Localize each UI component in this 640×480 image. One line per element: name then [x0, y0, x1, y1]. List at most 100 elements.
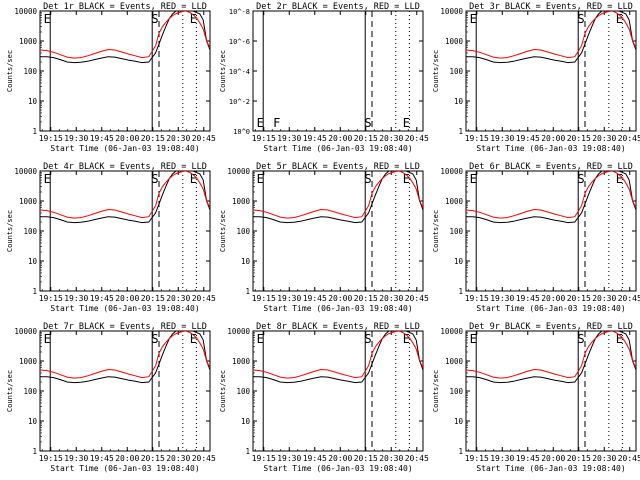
series-events-line [40, 331, 210, 384]
x-tick-label: 19:45 [90, 134, 114, 143]
x-tick-label: 20:00 [541, 454, 565, 463]
plot-frame [39, 10, 211, 132]
plot-frame [39, 330, 211, 452]
y-tick-label: 1 [458, 447, 463, 456]
series-events-line [40, 11, 210, 64]
marker-label: S [577, 332, 584, 346]
plot-frame [252, 170, 424, 292]
x-tick-label: 20:30 [166, 454, 190, 463]
y-tick-label: 10 [241, 417, 251, 426]
x-tick-label: 20:45 [618, 454, 640, 463]
y-tick-label: 10 [28, 417, 38, 426]
marker-label: E [190, 172, 197, 186]
x-tick-label: 20:45 [405, 454, 429, 463]
marker-label: S [364, 116, 371, 130]
y-tick-label: 100 [449, 67, 463, 76]
y-axis-title: Counts/sec [432, 50, 440, 92]
y-axis-title: Counts/sec [6, 370, 14, 412]
marker-label: S [364, 332, 371, 346]
x-tick-label: 19:30 [64, 134, 88, 143]
marker-label: S [364, 172, 371, 186]
y-tick-label: 10^-6 [229, 38, 250, 46]
panel-title: Det_3r BLACK = Events, RED = LLD [469, 2, 633, 12]
x-axis-title: Start Time (06-Jan-03 19:08:40) [263, 464, 412, 473]
x-tick-label: 19:45 [90, 454, 114, 463]
y-tick-label: 1000 [445, 197, 464, 206]
x-tick-label: 20:00 [328, 294, 352, 303]
y-tick-label: 100 [23, 227, 37, 236]
x-axis-title: Start Time (06-Jan-03 19:08:40) [50, 464, 199, 473]
marker-label: E [616, 332, 623, 346]
marker-label: E [616, 172, 623, 186]
x-tick-label: 19:45 [516, 454, 540, 463]
y-tick-label: 10 [28, 257, 38, 266]
x-axis-title: Start Time (06-Jan-03 19:08:40) [263, 144, 412, 153]
panel-title: Det_2r BLACK = Events, RED = LLD [256, 2, 420, 12]
y-tick-label: 1 [245, 447, 250, 456]
marker-label: E [470, 332, 477, 346]
y-tick-label: 10000 [14, 167, 37, 176]
x-axis-title: Start Time (06-Jan-03 19:08:40) [50, 144, 199, 153]
x-tick-label: 20:45 [405, 134, 429, 143]
panel-title: Det_1r BLACK = Events, RED = LLD [43, 2, 207, 12]
y-tick-label: 10000 [440, 7, 463, 16]
x-tick-label: 20:15 [141, 294, 165, 303]
x-tick-label: 20:15 [141, 454, 165, 463]
x-tick-label: 19:30 [64, 454, 88, 463]
x-tick-label: 20:15 [141, 134, 165, 143]
x-tick-label: 19:30 [490, 454, 514, 463]
series-lld-line [40, 11, 210, 59]
y-tick-label: 10000 [440, 167, 463, 176]
series-lld-line [466, 331, 636, 379]
marker-label: S [577, 12, 584, 26]
marker-label-extra: F [273, 116, 280, 130]
y-tick-label: 100 [23, 387, 37, 396]
series-lld-line [466, 171, 636, 219]
x-tick-label: 19:45 [516, 134, 540, 143]
x-tick-label: 19:30 [277, 294, 301, 303]
x-tick-label: 20:30 [379, 454, 403, 463]
x-tick-label: 19:45 [303, 134, 327, 143]
x-tick-label: 19:30 [277, 454, 301, 463]
marker-label: E [190, 12, 197, 26]
y-axis-title: Counts/sec [219, 370, 227, 412]
marker-label: S [151, 332, 158, 346]
y-tick-label: 1 [458, 287, 463, 296]
x-tick-label: 20:00 [115, 294, 139, 303]
marker-label: S [577, 172, 584, 186]
x-tick-label: 19:30 [490, 294, 514, 303]
panel-title: Det_7r BLACK = Events, RED = LLD [43, 322, 207, 332]
y-tick-label: 1000 [445, 357, 464, 366]
marker-label: E [257, 172, 264, 186]
marker-label: E [44, 12, 51, 26]
y-tick-label: 100 [23, 67, 37, 76]
y-tick-label: 100 [236, 227, 250, 236]
marker-label: S [151, 12, 158, 26]
x-tick-label: 19:15 [465, 454, 489, 463]
plot-frame [39, 170, 211, 292]
series-events-line [466, 331, 636, 384]
x-tick-label: 20:00 [541, 294, 565, 303]
plot-frame [252, 330, 424, 452]
marker-label: E [190, 332, 197, 346]
x-tick-label: 19:15 [39, 454, 63, 463]
y-tick-label: 10000 [440, 327, 463, 336]
x-tick-label: 20:30 [592, 454, 616, 463]
x-tick-label: 19:15 [252, 454, 276, 463]
x-tick-label: 20:00 [328, 134, 352, 143]
y-tick-label: 1 [32, 287, 37, 296]
y-tick-label: 1 [32, 447, 37, 456]
y-tick-label: 10000 [14, 7, 37, 16]
x-tick-label: 20:45 [618, 294, 640, 303]
y-tick-label: 1 [458, 127, 463, 136]
series-events-line [40, 171, 210, 224]
y-tick-label: 1000 [19, 357, 38, 366]
x-tick-label: 20:45 [618, 134, 640, 143]
x-axis-title: Start Time (06-Jan-03 19:08:40) [476, 304, 625, 313]
